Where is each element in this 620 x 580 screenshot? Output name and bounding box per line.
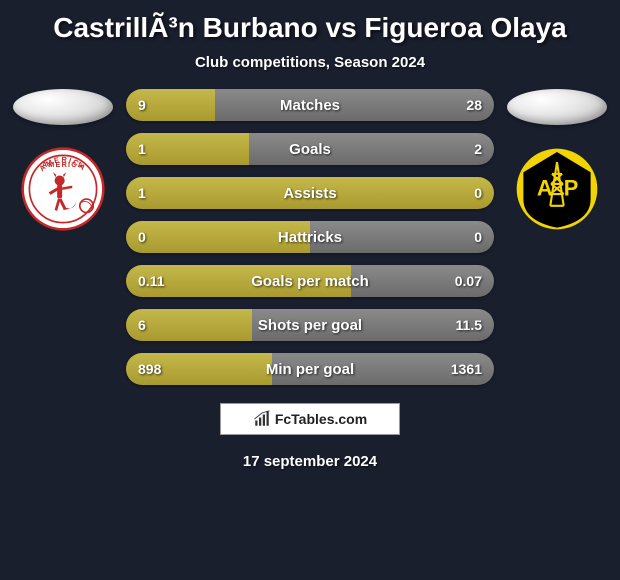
chart-icon xyxy=(253,410,271,428)
stat-row: 928Matches xyxy=(126,89,494,121)
bar-fill-left xyxy=(126,177,494,209)
left-side: AMERICA AMERICA xyxy=(8,89,118,231)
crest-right-letter-a: A xyxy=(537,176,553,201)
bar-fill-right xyxy=(249,133,494,165)
stat-row: 10Assists xyxy=(126,177,494,209)
stat-row: 0.110.07Goals per match xyxy=(126,265,494,297)
stat-value-right: 2 xyxy=(474,133,482,165)
stat-row: 8981361Min per goal xyxy=(126,353,494,385)
player-avatar-left xyxy=(13,89,113,125)
club-crest-right: A P xyxy=(515,147,599,231)
club-crest-left: AMERICA AMERICA xyxy=(21,147,105,231)
stat-row: 12Goals xyxy=(126,133,494,165)
stat-value-right: 0 xyxy=(474,221,482,253)
stat-bars: 928Matches12Goals10Assists00Hattricks0.1… xyxy=(118,89,502,385)
comparison-container: AMERICA AMERICA 9 28 xyxy=(0,89,620,385)
stat-value-right: 0.07 xyxy=(455,265,482,297)
stat-value-left: 6 xyxy=(138,309,146,341)
stat-value-left: 0 xyxy=(138,221,146,253)
stat-row: 611.5Shots per goal xyxy=(126,309,494,341)
page-title: CastrillÃ³n Burbano vs Figueroa Olaya xyxy=(0,0,620,44)
stat-row: 00Hattricks xyxy=(126,221,494,253)
stat-value-right: 0 xyxy=(474,177,482,209)
branding-box: FcTables.com xyxy=(220,403,400,435)
right-side: A P xyxy=(502,89,612,231)
bar-fill-right xyxy=(310,221,494,253)
america-crest-icon: AMERICA AMERICA xyxy=(21,147,105,231)
bar-fill-right xyxy=(215,89,494,121)
stat-value-right: 1361 xyxy=(451,353,482,385)
crest-left-text: AMERICA xyxy=(42,161,84,169)
stat-value-right: 11.5 xyxy=(456,309,482,341)
crest-right-letter-p: P xyxy=(564,176,579,201)
stat-value-left: 898 xyxy=(138,353,161,385)
stat-value-left: 1 xyxy=(138,133,146,165)
page-subtitle: Club competitions, Season 2024 xyxy=(0,54,620,71)
stat-value-right: 28 xyxy=(466,89,482,121)
branding-text: FcTables.com xyxy=(275,411,367,427)
player-avatar-right xyxy=(507,89,607,125)
date-text: 17 september 2024 xyxy=(0,453,620,470)
stat-value-left: 9 xyxy=(138,89,146,121)
stat-value-left: 1 xyxy=(138,177,146,209)
bar-fill-left xyxy=(126,221,310,253)
stat-value-left: 0.11 xyxy=(138,265,164,297)
alianza-crest-icon: A P xyxy=(515,147,599,231)
